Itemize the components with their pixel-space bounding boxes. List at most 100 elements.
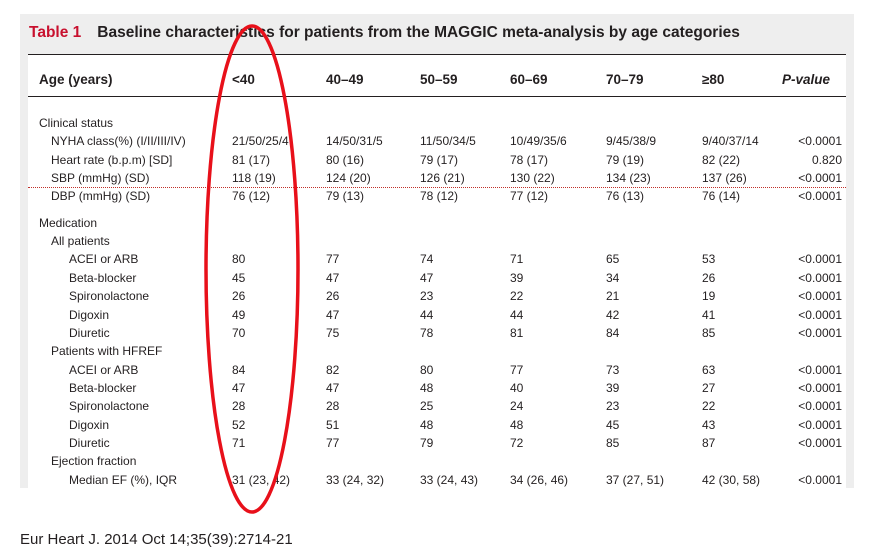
value-cell: 26	[326, 289, 340, 304]
header-rule	[28, 96, 846, 97]
value-cell: 77	[326, 252, 340, 267]
value-cell: 19	[702, 289, 716, 304]
row-label: Ejection fraction	[51, 454, 137, 469]
row-label: Beta-blocker	[69, 270, 137, 285]
table-caption: Baseline characteristics for patients fr…	[97, 24, 740, 41]
column-header: 40–49	[326, 72, 364, 87]
value-cell: 52	[232, 417, 246, 432]
value-cell: 78 (12)	[420, 189, 459, 204]
value-cell: 45	[232, 270, 246, 285]
value-cell: 27	[702, 380, 716, 395]
value-cell: 77	[326, 435, 340, 450]
row-label: NYHA class(%) (I/II/III/IV)	[51, 134, 186, 149]
value-cell: 130 (22)	[510, 171, 555, 186]
value-cell: 79 (19)	[606, 152, 645, 167]
value-cell: 70	[232, 325, 246, 340]
value-cell: 33 (24, 43)	[420, 472, 479, 487]
p-value-cell: <0.0001	[798, 171, 842, 186]
value-cell: 28	[326, 399, 340, 414]
row-label: Heart rate (b.p.m) [SD]	[51, 152, 173, 167]
value-cell: 76 (12)	[232, 189, 271, 204]
section-divider	[28, 187, 846, 188]
value-cell: 40	[510, 380, 524, 395]
value-cell: 74	[420, 252, 434, 267]
p-value-cell: <0.0001	[798, 325, 842, 340]
row-label: All patients	[51, 234, 110, 249]
p-value-cell: <0.0001	[798, 189, 842, 204]
p-value-cell: <0.0001	[798, 134, 842, 149]
value-cell: 9/45/38/9	[606, 134, 657, 149]
value-cell: 51	[326, 417, 340, 432]
value-cell: 80	[420, 362, 434, 377]
value-cell: 26	[232, 289, 246, 304]
value-cell: 44	[510, 307, 524, 322]
row-label: Spironolactone	[69, 289, 150, 304]
p-value-cell: <0.0001	[798, 270, 842, 285]
value-cell: 76 (13)	[606, 189, 645, 204]
value-cell: 71	[510, 252, 524, 267]
p-value-cell: <0.0001	[798, 362, 842, 377]
value-cell: 47	[326, 270, 340, 285]
value-cell: 39	[510, 270, 524, 285]
value-cell: 78	[420, 325, 434, 340]
value-cell: 26	[702, 270, 716, 285]
value-cell: 82 (22)	[702, 152, 741, 167]
value-cell: 22	[702, 399, 716, 414]
row-label: Digoxin	[69, 307, 110, 322]
p-value-cell: <0.0001	[798, 289, 842, 304]
value-cell: 47	[326, 380, 340, 395]
table-title: Table 1 Baseline characteristics for pati…	[29, 24, 740, 42]
value-cell: 47	[420, 270, 434, 285]
column-header: Age (years)	[39, 72, 113, 87]
value-cell: 28	[232, 399, 246, 414]
p-value-cell: <0.0001	[798, 252, 842, 267]
citation: Eur Heart J. 2014 Oct 14;35(39):2714-21	[20, 531, 293, 548]
value-cell: 85	[606, 435, 620, 450]
value-cell: 39	[606, 380, 620, 395]
row-label: Clinical status	[39, 116, 114, 130]
value-cell: 72	[510, 435, 524, 450]
value-cell: 47	[326, 307, 340, 322]
table-body: Age (years) <40 40–49 50–59 60–69 70–79 ≥80 P-v…	[28, 54, 846, 488]
value-cell: 24	[510, 399, 524, 414]
value-cell: 9/40/37/14	[702, 134, 759, 149]
p-value-cell: <0.0001	[798, 435, 842, 450]
value-cell: 63	[702, 362, 716, 377]
value-cell: 82	[326, 362, 340, 377]
row-label: SBP (mmHg) (SD)	[51, 171, 150, 186]
p-value-cell: <0.0001	[798, 399, 842, 414]
value-cell: 118 (19)	[232, 171, 276, 186]
value-cell: 78 (17)	[510, 152, 549, 167]
value-cell: 48	[510, 417, 524, 432]
row-label: Median EF (%), IQR	[69, 472, 178, 487]
p-value-cell: <0.0001	[798, 472, 842, 487]
column-header: 50–59	[420, 72, 458, 87]
row-label: Diuretic	[69, 325, 110, 340]
value-cell: 85	[702, 325, 716, 340]
value-cell: 75	[326, 325, 340, 340]
row-label: DBP (mmHg) (SD)	[51, 189, 151, 204]
value-cell: 126 (21)	[420, 171, 465, 186]
value-cell: 84	[606, 325, 620, 340]
row-label: Medication	[39, 215, 98, 230]
value-cell: 23	[420, 289, 434, 304]
value-cell: 45	[606, 417, 620, 432]
table-panel: Table 1 Baseline characteristics for pati…	[20, 14, 854, 488]
value-cell: 43	[702, 417, 716, 432]
value-cell: 80 (16)	[326, 152, 365, 167]
value-cell: 76 (14)	[702, 189, 741, 204]
value-cell: 71	[232, 435, 246, 450]
value-cell: 23	[606, 399, 620, 414]
value-cell: 44	[420, 307, 434, 322]
value-cell: 73	[606, 362, 620, 377]
value-cell: 37 (27, 51)	[606, 472, 665, 487]
p-value-cell: <0.0001	[798, 307, 842, 322]
value-cell: 53	[702, 252, 716, 267]
value-cell: 42 (30, 58)	[702, 472, 761, 487]
row-label: Digoxin	[69, 417, 110, 432]
value-cell: 33 (24, 32)	[326, 472, 385, 487]
column-header: 70–79	[606, 72, 644, 87]
value-cell: 79 (13)	[326, 189, 365, 204]
column-header: ≥80	[702, 72, 725, 87]
column-header: P-value	[782, 72, 831, 87]
